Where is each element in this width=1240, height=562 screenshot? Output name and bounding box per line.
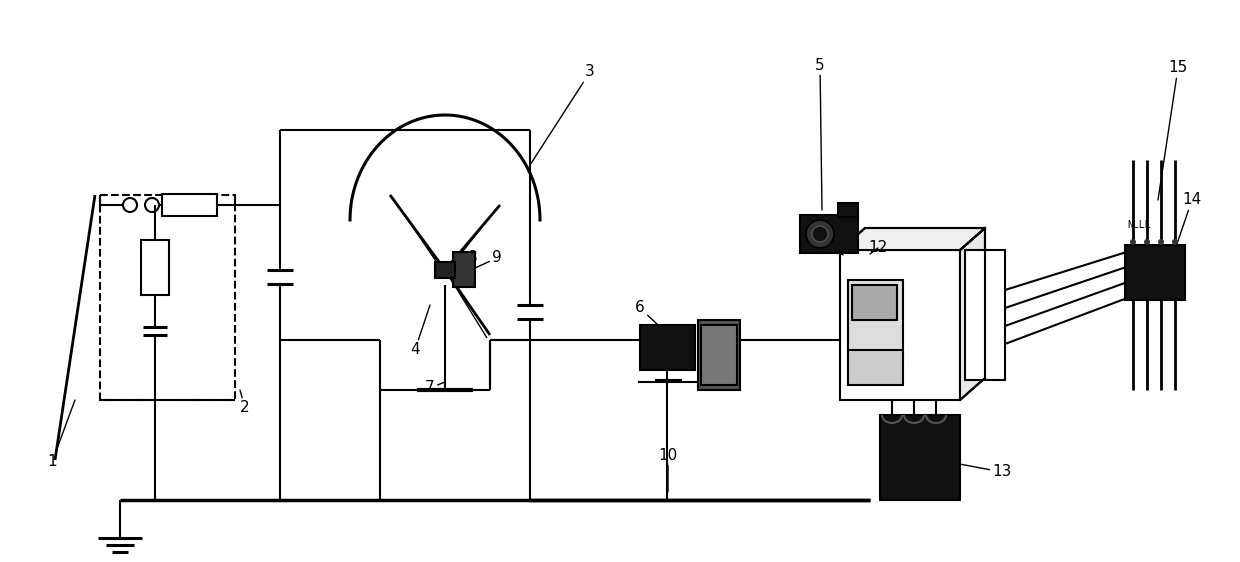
Bar: [141, 240, 169, 295]
Text: 2: 2: [241, 390, 249, 415]
Circle shape: [1172, 239, 1178, 245]
Circle shape: [1158, 239, 1164, 245]
Text: 3: 3: [529, 65, 595, 165]
Text: 15: 15: [1158, 61, 1188, 200]
Circle shape: [1130, 239, 1136, 245]
Bar: [640, 325, 694, 370]
Text: 10: 10: [658, 447, 677, 492]
Bar: [839, 250, 960, 400]
Bar: [800, 215, 858, 253]
Bar: [848, 280, 903, 360]
Circle shape: [1145, 239, 1149, 245]
Bar: [698, 320, 740, 390]
Text: 6: 6: [635, 301, 658, 325]
Circle shape: [812, 226, 828, 242]
Text: 8: 8: [463, 251, 477, 268]
Bar: [701, 325, 737, 385]
Text: 14: 14: [1168, 193, 1202, 270]
Text: 4: 4: [410, 305, 430, 357]
Bar: [838, 203, 858, 217]
Text: 13: 13: [937, 460, 1012, 479]
Text: 7: 7: [425, 380, 445, 396]
Polygon shape: [839, 228, 985, 250]
Bar: [880, 415, 960, 500]
Bar: [435, 262, 455, 278]
Circle shape: [806, 220, 835, 248]
Text: 5: 5: [815, 57, 825, 210]
Bar: [848, 350, 903, 385]
Text: 11: 11: [822, 241, 843, 256]
Bar: [162, 194, 217, 216]
Text: NLLL: NLLL: [1127, 220, 1151, 230]
Bar: [453, 252, 475, 287]
Text: 1: 1: [47, 400, 74, 469]
Text: 9: 9: [475, 251, 502, 268]
Bar: [100, 195, 236, 400]
Text: 12: 12: [868, 241, 888, 256]
Bar: [965, 250, 1004, 380]
Bar: [852, 285, 897, 320]
Bar: [1125, 245, 1185, 300]
Polygon shape: [960, 228, 985, 400]
